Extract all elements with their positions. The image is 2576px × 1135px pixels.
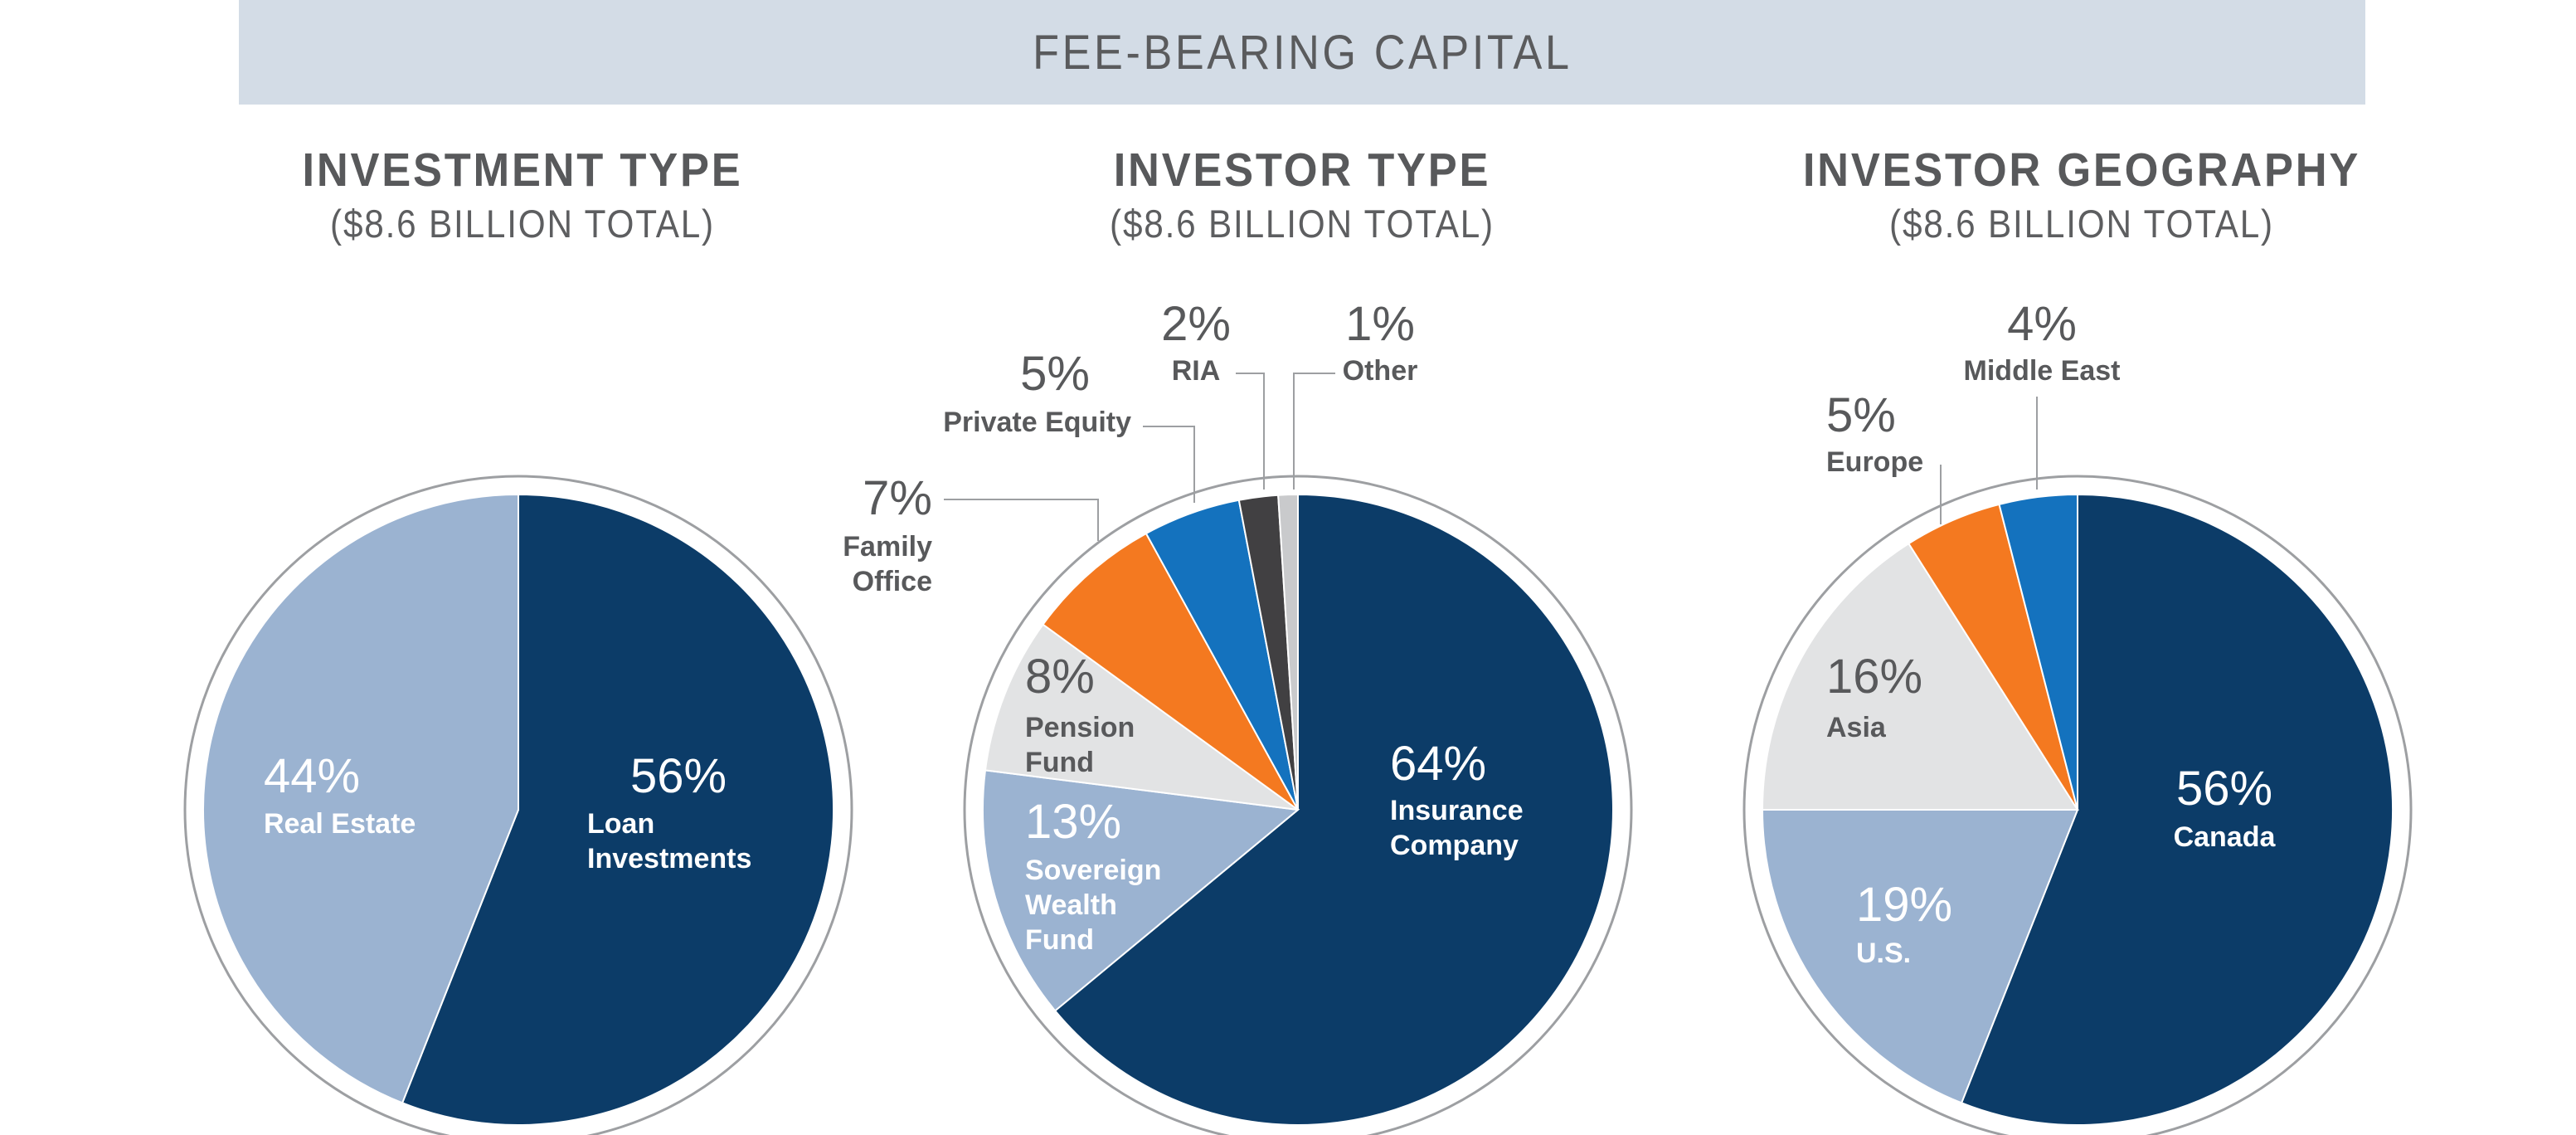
slice-percent-middle-east: 4% bbox=[2007, 297, 2077, 351]
slice-sovereign-wealth-fund bbox=[982, 769, 1300, 1012]
slice-asia bbox=[1761, 542, 2079, 811]
slice-label-middle-east: Middle East bbox=[1964, 355, 2121, 387]
slice-u-s bbox=[1761, 809, 2079, 1104]
slice-percent-private-equity: 5% bbox=[1020, 347, 1090, 401]
leader-line-family-office bbox=[944, 499, 1099, 541]
slice-label-asia: Asia bbox=[1826, 712, 1887, 743]
slice-pension-fund bbox=[984, 623, 1299, 811]
leader-line-ria bbox=[1236, 373, 1265, 490]
slice-percent-real-estate: 44% bbox=[264, 749, 360, 803]
slice-percent-sovereign-wealth-fund: 13% bbox=[1025, 795, 1121, 849]
chart-3-heading: INVESTOR GEOGRAPHY ($8.6 BILLION TOTAL) bbox=[1708, 143, 2455, 246]
chart-3-title: INVESTOR GEOGRAPHY bbox=[1802, 144, 2361, 197]
pie-chart-3: 56% Canada 19% U.S. 16% Asia 5% Europe 4% Middle … bbox=[1742, 297, 2413, 1135]
slice-label-sovereign-wealth-fund: Sovereign Wealth Fund bbox=[1025, 855, 1161, 956]
chart-1-subtitle: ($8.6 BILLION TOTAL) bbox=[330, 202, 715, 246]
slice-percent-other: 1% bbox=[1345, 297, 1415, 351]
chart-2-title: INVESTOR TYPE bbox=[1113, 144, 1491, 197]
slice-label-family-office: Family Office bbox=[843, 531, 932, 597]
slice-label-other: Other bbox=[1343, 355, 1418, 387]
slice-percent-ria: 2% bbox=[1161, 297, 1231, 351]
banner-title: FEE-BEARING CAPITAL bbox=[1032, 25, 1572, 80]
slice-canada bbox=[1960, 493, 2394, 1126]
slice-label-pension-fund: Pension Fund bbox=[1025, 712, 1135, 778]
slice-label-loan-investments: Loan Investments bbox=[587, 808, 751, 874]
slice-real-estate bbox=[202, 493, 519, 1104]
slice-label-u-s: U.S. bbox=[1856, 938, 1911, 969]
slice-percent-loan-investments: 56% bbox=[630, 749, 727, 803]
pie-chart-1: 56%Loan Investments 44% Real Estate bbox=[183, 475, 853, 1135]
slice-label-private-equity: Private Equity bbox=[943, 407, 1131, 438]
slice-percent-europe: 5% bbox=[1826, 388, 1896, 442]
slice-percent-u-s: 19% bbox=[1856, 878, 1952, 932]
slice-label-canada: Canada bbox=[2174, 821, 2277, 853]
banner: FEE-BEARING CAPITAL bbox=[239, 0, 2365, 105]
slice-percent-asia: 16% bbox=[1826, 650, 1922, 704]
slice-label-real-estate: Real Estate bbox=[264, 808, 416, 840]
slice-label-europe: Europe bbox=[1826, 446, 1923, 478]
chart-3-subtitle: ($8.6 BILLION TOTAL) bbox=[1889, 202, 2274, 246]
slice-percent-canada: 56% bbox=[2176, 762, 2272, 816]
chart-1-title: INVESTMENT TYPE bbox=[302, 144, 743, 197]
slice-label-ria: RIA bbox=[1172, 355, 1221, 387]
leader-line-other bbox=[1293, 373, 1335, 490]
slice-family-office bbox=[1042, 532, 1299, 811]
slice-insurance-company bbox=[1053, 493, 1614, 1126]
slice-other bbox=[1277, 493, 1299, 811]
slice-percent-pension-fund: 8% bbox=[1025, 650, 1095, 704]
slice-loan-investments bbox=[401, 493, 834, 1126]
chart-2-heading: INVESTOR TYPE ($8.6 BILLION TOTAL) bbox=[929, 143, 1675, 246]
chart-1-heading: INVESTMENT TYPE ($8.6 BILLION TOTAL) bbox=[149, 143, 896, 246]
pie-chart-2: 64%Insurance Company 13% Sovereign Wealth Fun… bbox=[843, 297, 1633, 1135]
slice-percent-family-office: 7% bbox=[863, 471, 932, 525]
chart-2-subtitle: ($8.6 BILLION TOTAL) bbox=[1110, 202, 1495, 246]
slice-percent-insurance-company: 64% bbox=[1390, 737, 1486, 791]
slice-middle-east bbox=[1998, 493, 2078, 811]
leader-line-private-equity bbox=[1143, 426, 1195, 503]
slice-label-insurance-company: Insurance Company bbox=[1390, 795, 1524, 861]
